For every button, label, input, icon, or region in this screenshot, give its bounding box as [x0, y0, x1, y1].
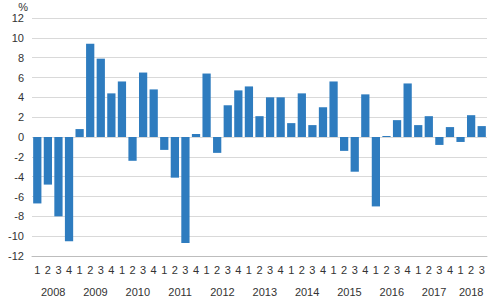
svg-text:2: 2 [426, 264, 432, 276]
svg-text:2012: 2012 [210, 286, 234, 298]
svg-text:2: 2 [256, 264, 262, 276]
svg-text:6: 6 [18, 72, 24, 84]
svg-text:8: 8 [18, 52, 24, 64]
svg-text:1: 1 [457, 264, 463, 276]
svg-text:4: 4 [362, 264, 368, 276]
svg-text:1: 1 [415, 264, 421, 276]
svg-text:2: 2 [341, 264, 347, 276]
svg-text:0: 0 [18, 131, 24, 143]
svg-text:2016: 2016 [380, 286, 404, 298]
svg-text:3: 3 [352, 264, 358, 276]
svg-text:10: 10 [12, 32, 24, 44]
svg-text:3: 3 [140, 264, 146, 276]
svg-text:1: 1 [161, 264, 167, 276]
svg-text:2: 2 [299, 264, 305, 276]
svg-text:1: 1 [204, 264, 210, 276]
svg-text:-2: -2 [14, 151, 24, 163]
svg-text:2: 2 [45, 264, 51, 276]
svg-text:2: 2 [214, 264, 220, 276]
svg-text:3: 3 [98, 264, 104, 276]
svg-text:3: 3 [225, 264, 231, 276]
svg-text:2: 2 [468, 264, 474, 276]
svg-text:12: 12 [12, 12, 24, 24]
svg-text:4: 4 [235, 264, 241, 276]
svg-text:1: 1 [34, 264, 40, 276]
svg-text:2013: 2013 [253, 286, 277, 298]
svg-text:3: 3 [309, 264, 315, 276]
svg-text:4: 4 [447, 264, 453, 276]
svg-text:4: 4 [278, 264, 284, 276]
svg-text:3: 3 [55, 264, 61, 276]
svg-text:4: 4 [18, 91, 24, 103]
svg-text:4: 4 [405, 264, 411, 276]
svg-text:3: 3 [436, 264, 442, 276]
svg-text:2: 2 [383, 264, 389, 276]
svg-text:1: 1 [119, 264, 125, 276]
svg-text:1: 1 [77, 264, 83, 276]
svg-text:2017: 2017 [422, 286, 446, 298]
svg-text:-6: -6 [14, 191, 24, 203]
svg-text:-12: -12 [8, 250, 24, 262]
svg-text:-10: -10 [8, 230, 24, 242]
svg-text:-4: -4 [14, 171, 24, 183]
svg-text:3: 3 [479, 264, 485, 276]
svg-text:2: 2 [18, 111, 24, 123]
svg-text:2: 2 [87, 264, 93, 276]
svg-text:1: 1 [246, 264, 252, 276]
svg-text:-8: -8 [14, 210, 24, 222]
svg-text:4: 4 [193, 264, 199, 276]
svg-text:4: 4 [108, 264, 114, 276]
svg-text:2008: 2008 [41, 286, 65, 298]
svg-text:1: 1 [288, 264, 294, 276]
svg-text:4: 4 [151, 264, 157, 276]
svg-text:%: % [18, 1, 28, 13]
svg-text:2018: 2018 [459, 286, 483, 298]
svg-text:3: 3 [182, 264, 188, 276]
svg-text:2009: 2009 [83, 286, 107, 298]
svg-text:2011: 2011 [168, 286, 192, 298]
svg-text:3: 3 [267, 264, 273, 276]
svg-text:1: 1 [331, 264, 337, 276]
svg-text:2014: 2014 [295, 286, 319, 298]
svg-text:2: 2 [172, 264, 178, 276]
svg-text:2: 2 [129, 264, 135, 276]
svg-text:4: 4 [320, 264, 326, 276]
svg-text:2015: 2015 [337, 286, 361, 298]
svg-text:2010: 2010 [126, 286, 150, 298]
svg-text:4: 4 [66, 264, 72, 276]
svg-text:3: 3 [394, 264, 400, 276]
svg-text:1: 1 [373, 264, 379, 276]
